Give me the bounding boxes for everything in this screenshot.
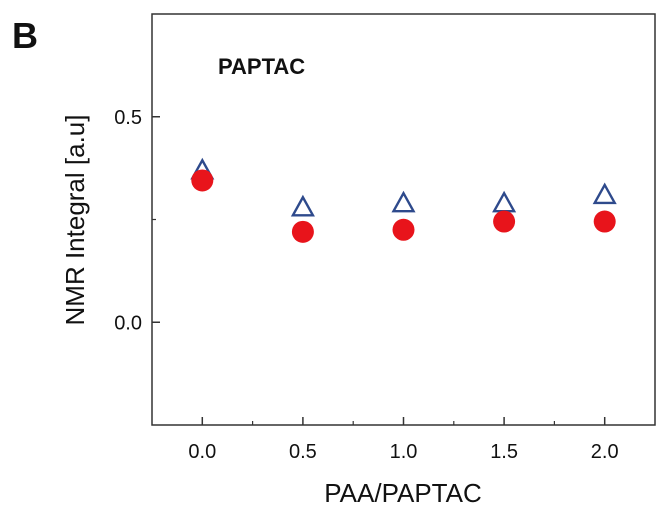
x-axis-ticks: 0.0 0.5 1.0 1.5 2.0 [188,417,619,463]
y-axis-label: NMR Integral [a.u] [60,115,90,326]
data-series [190,157,617,243]
y-axis-ticks: 0.0 0.5 [114,107,160,334]
panel-label: B [12,15,38,56]
x-axis-label: PAA/PAPTAC [324,478,482,508]
chart-title: PAPTAC [218,54,305,79]
x-tick-label: 1.0 [390,441,418,463]
y-tick-label: 0.0 [114,312,142,334]
circle-point [493,210,516,233]
circle-point [392,218,415,241]
triangle-point [592,182,617,205]
y-tick-label: 0.5 [114,107,142,129]
x-tick-label: 2.0 [591,441,619,463]
triangle-point [492,190,517,213]
x-tick-label: 0.0 [188,441,216,463]
circle-point [291,220,314,243]
x-tick-label: 0.5 [289,441,317,463]
circle-point [593,210,616,233]
circle-point [191,169,214,192]
x-tick-label: 1.5 [490,441,518,463]
triangle-point [391,190,416,213]
triangle-point [290,194,315,217]
